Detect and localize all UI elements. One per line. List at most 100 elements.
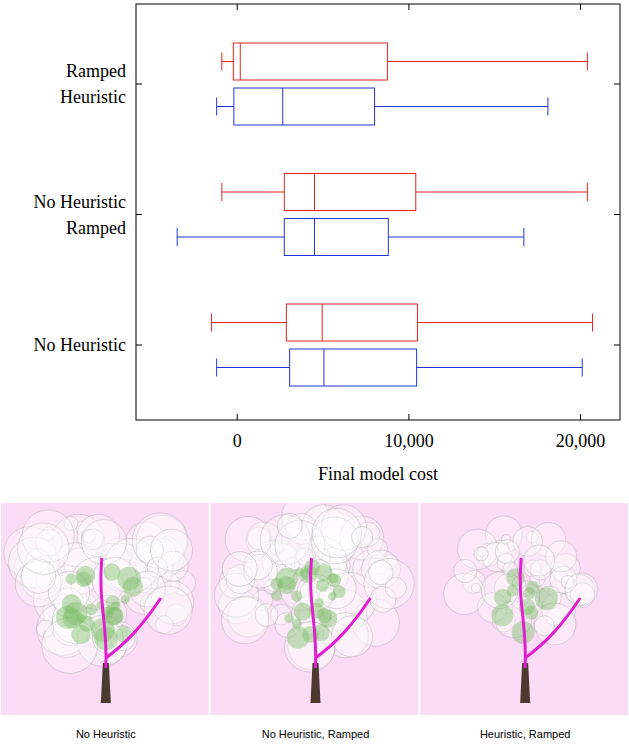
whisker-cap-high: [582, 359, 583, 377]
x-tick: [237, 4, 238, 10]
leaf-core: [328, 592, 336, 600]
leaf-sphere: [368, 560, 393, 585]
whisker-cap-high: [523, 228, 524, 246]
x-tick-label: 20,000: [556, 431, 606, 451]
panel-caption: No Heuristic, Ramped: [262, 728, 370, 740]
leaf-sphere: [277, 513, 302, 538]
leaf-core: [105, 595, 120, 610]
whisker-cap-high: [592, 314, 593, 332]
whisker-low: [217, 367, 290, 368]
leaf-core: [65, 574, 76, 585]
whisker-low: [212, 322, 287, 323]
leaf-core: [524, 606, 538, 620]
leaf-sphere: [565, 573, 598, 606]
x-tick: [237, 414, 238, 420]
x-tick: [580, 414, 581, 420]
leaf-core: [76, 566, 96, 586]
whisker-cap-low: [221, 183, 222, 201]
leaf-core: [494, 589, 511, 606]
box: [233, 43, 387, 80]
category-label: No Heuristic: [34, 192, 126, 212]
branch-curve: [311, 558, 316, 668]
plot-frame: [136, 4, 620, 420]
whisker-low: [177, 237, 284, 238]
box: [284, 174, 415, 211]
y-tick: [136, 345, 142, 346]
whisker-cap-low: [216, 98, 217, 116]
leaf-sphere: [471, 583, 480, 592]
leaf-core: [317, 608, 332, 623]
box: [284, 219, 388, 256]
median: [282, 88, 283, 125]
x-axis-title: Final model cost: [318, 464, 438, 484]
leaf-core: [71, 625, 90, 644]
whisker-high: [417, 367, 583, 368]
leaf-core: [295, 568, 304, 577]
whisker-high: [387, 61, 587, 62]
y-tick: [136, 214, 142, 215]
panel-bg: [211, 503, 419, 715]
leaf-core: [491, 604, 513, 626]
category-label: Heuristic: [60, 87, 126, 107]
median: [322, 304, 323, 341]
x-tick: [408, 4, 409, 10]
leaf-core: [271, 578, 284, 591]
category-label: No Heuristic: [34, 335, 126, 355]
leaf-sphere: [523, 545, 554, 576]
whisker-low: [222, 61, 233, 62]
x-tick: [580, 4, 581, 10]
panel-bg: [420, 503, 628, 715]
whisker-cap-high: [587, 183, 588, 201]
branch-curve: [106, 598, 161, 658]
trunk: [311, 663, 321, 703]
y-tick: [614, 84, 620, 85]
panel-caption: No Heuristic: [76, 728, 136, 740]
branch-curve: [316, 598, 371, 658]
x-tick-label: 10,000: [384, 431, 434, 451]
leaf-core: [291, 590, 302, 601]
render-panel: [211, 493, 419, 715]
leaf-sphere: [151, 529, 193, 571]
leaf-core: [121, 595, 130, 604]
whisker-high: [417, 322, 592, 323]
leaf-core: [117, 567, 141, 591]
whisker-high: [416, 192, 588, 193]
whisker-cap-high: [547, 98, 548, 116]
leaf-sphere: [222, 552, 257, 587]
render-panel: [1, 503, 209, 715]
x-tick-label: 0: [233, 431, 242, 451]
leaf-sphere: [18, 523, 70, 575]
median: [240, 43, 241, 80]
median: [314, 219, 315, 256]
leaf-sphere: [534, 603, 576, 645]
leaf-core: [271, 590, 282, 601]
leaf-sphere: [474, 547, 488, 561]
leaf-core: [284, 614, 294, 624]
y-tick: [614, 345, 620, 346]
leaf-sphere: [352, 527, 373, 548]
render-panel: [420, 503, 628, 715]
figure: 0 10,000 20,000 Final model cost Ramped Heuri…: [0, 0, 629, 749]
trunk: [101, 663, 111, 703]
leaf-core: [64, 602, 87, 625]
category-label: Ramped: [66, 218, 126, 238]
marks: [177, 43, 592, 386]
leaf-sphere: [255, 604, 278, 627]
branch-curve: [520, 558, 525, 668]
leaf-core: [116, 626, 132, 642]
branch-curve: [101, 558, 106, 668]
category-label: Ramped: [66, 61, 126, 81]
whisker-cap-low: [177, 228, 178, 246]
box: [290, 349, 417, 386]
whisker-cap-low: [211, 314, 212, 332]
whisker-high: [388, 237, 524, 238]
y-tick: [614, 214, 620, 215]
leaf-core: [314, 598, 324, 608]
leaf-sphere: [454, 559, 477, 582]
whisker-cap-low: [221, 53, 222, 71]
branch-curve: [525, 598, 580, 658]
whisker-cap-low: [216, 359, 217, 377]
leaf-core: [315, 564, 332, 581]
y-tick: [136, 84, 142, 85]
leaf-core: [294, 602, 312, 620]
